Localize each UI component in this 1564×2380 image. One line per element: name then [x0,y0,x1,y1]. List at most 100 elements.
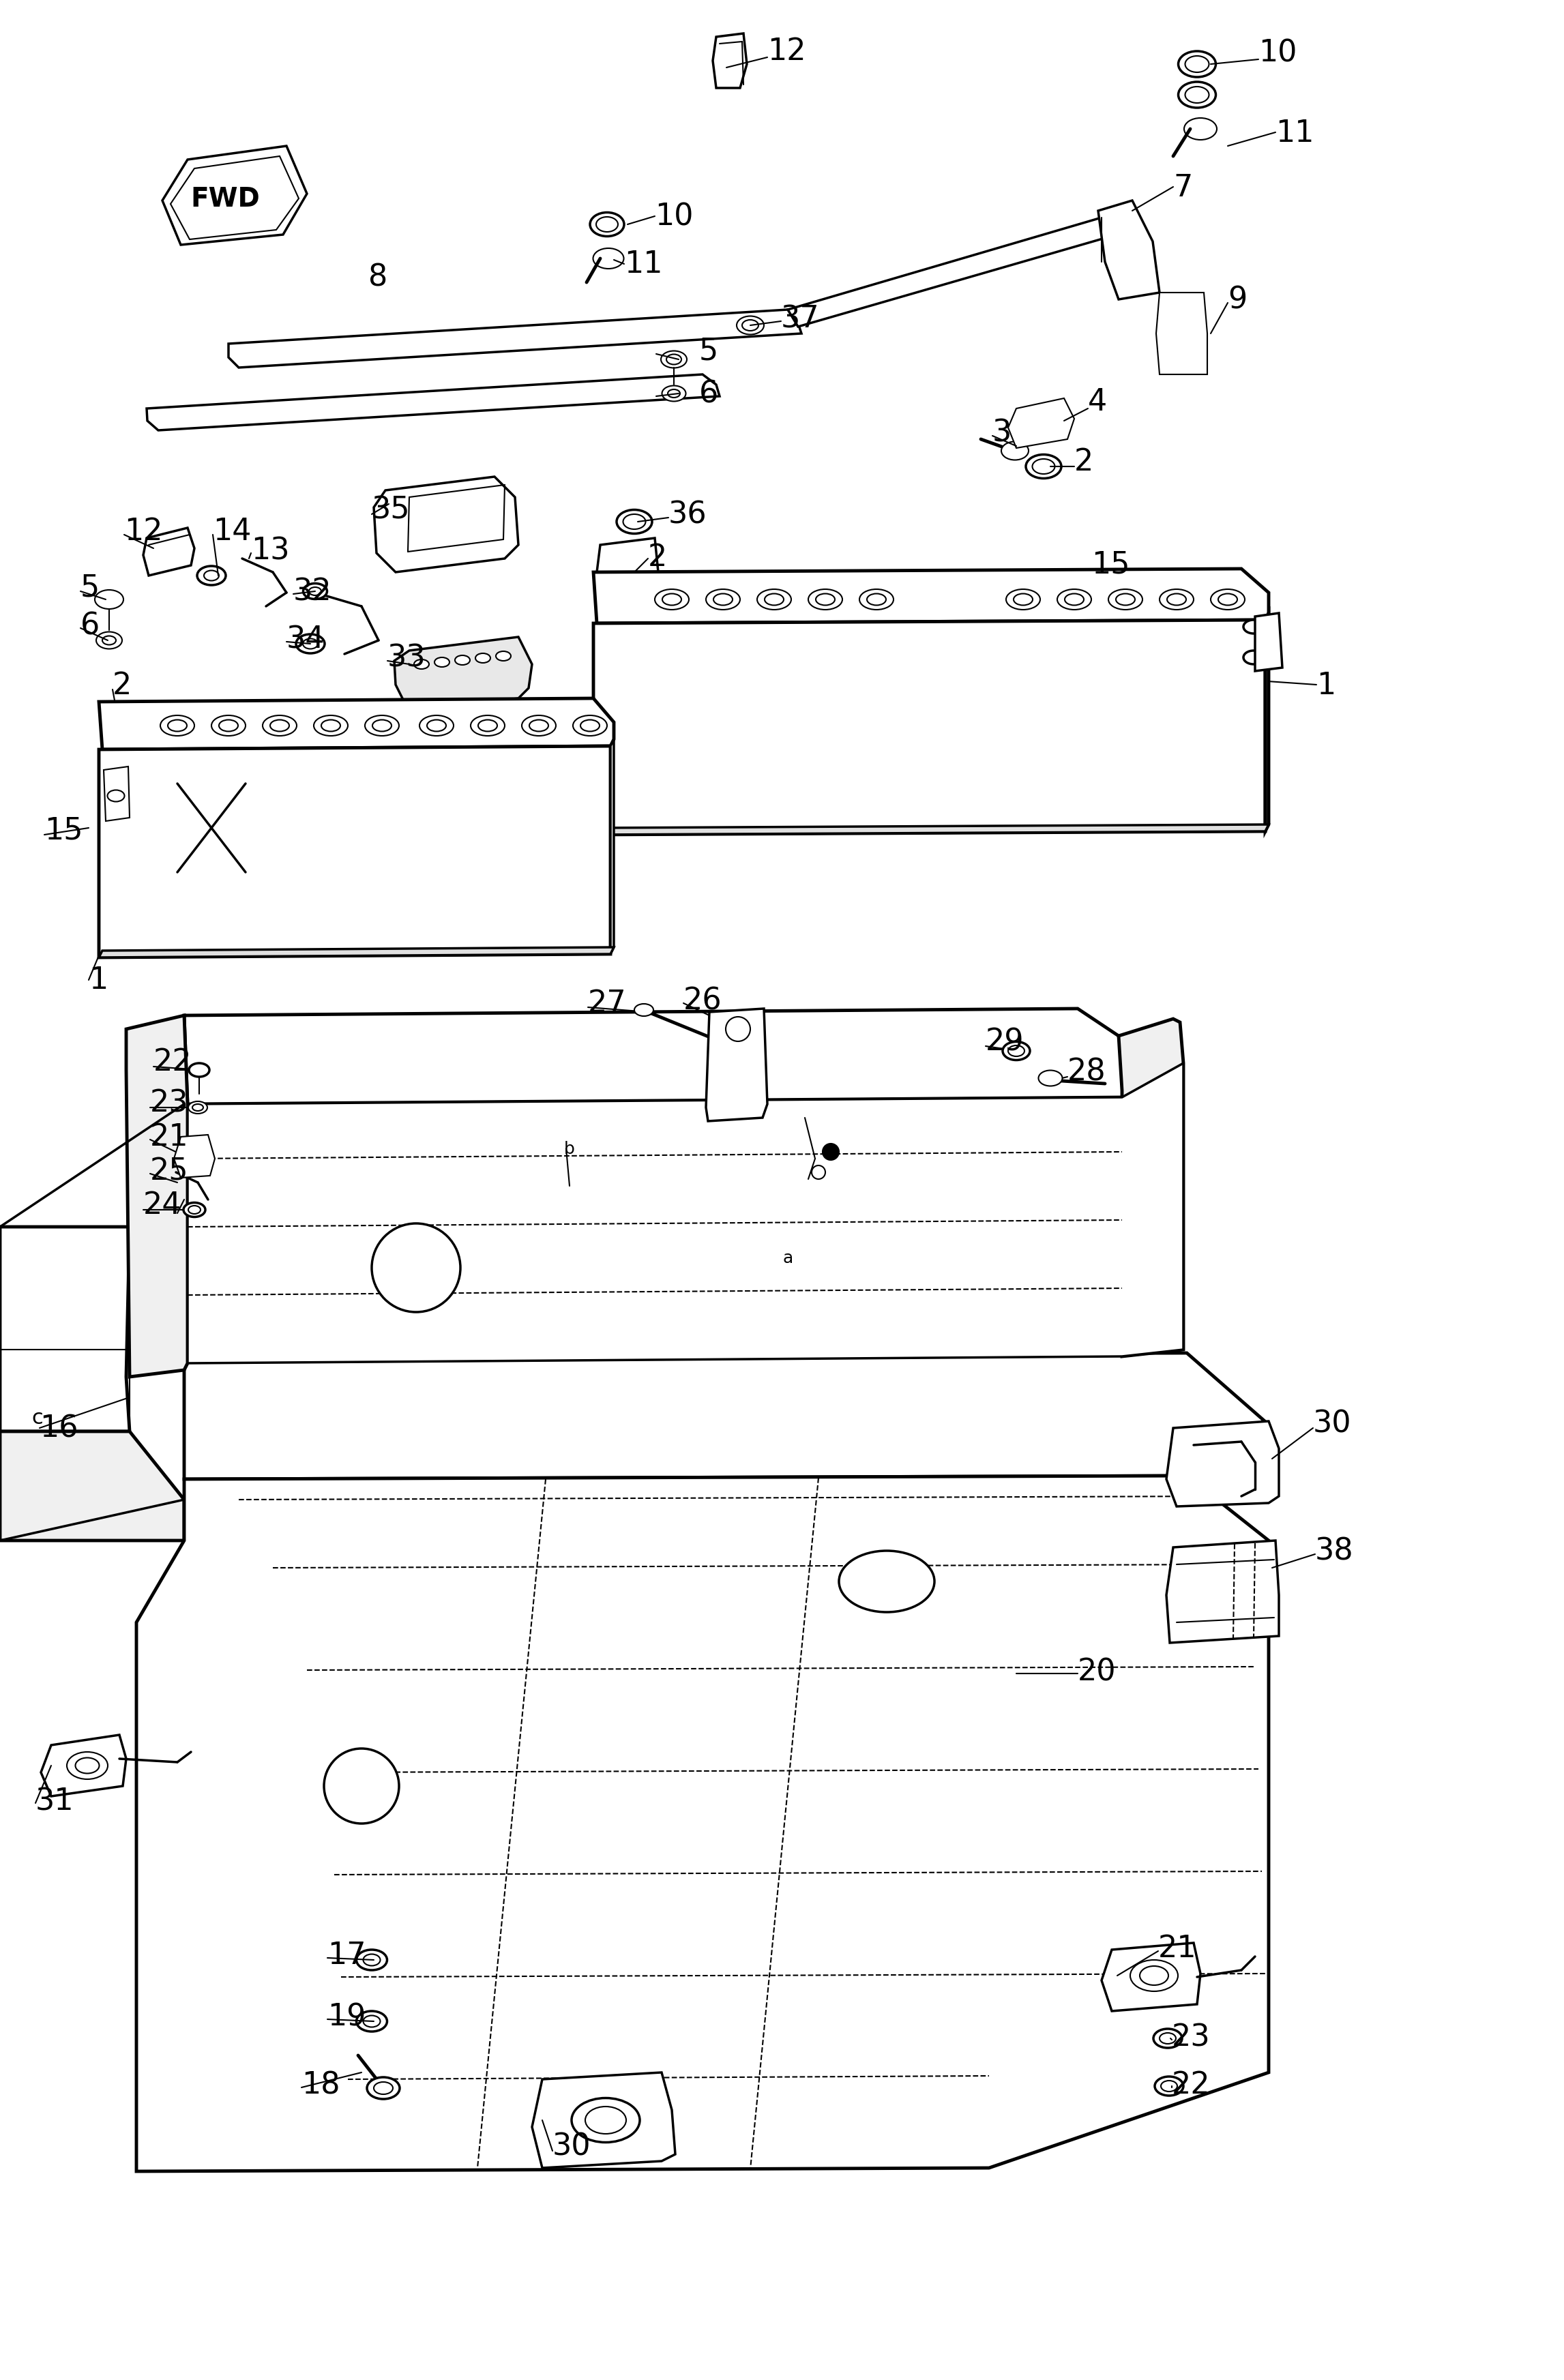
Ellipse shape [572,716,607,735]
Text: 3: 3 [993,419,1012,447]
Ellipse shape [1131,1961,1178,1992]
Polygon shape [788,219,1115,326]
Ellipse shape [357,1949,386,1971]
Text: 27: 27 [588,988,627,1019]
Circle shape [324,1749,399,1823]
Ellipse shape [1243,652,1264,664]
Ellipse shape [192,1104,203,1111]
Ellipse shape [1057,590,1092,609]
Ellipse shape [662,595,682,607]
Ellipse shape [1038,1071,1062,1085]
Ellipse shape [1140,1966,1168,1985]
Text: 35: 35 [372,495,410,524]
Ellipse shape [67,1752,108,1780]
Ellipse shape [1013,595,1032,607]
Polygon shape [610,740,613,954]
Polygon shape [188,1064,1184,1364]
Text: 17: 17 [327,1940,366,1971]
Ellipse shape [189,1064,210,1078]
Polygon shape [374,478,518,574]
Ellipse shape [1186,88,1209,105]
Polygon shape [144,528,194,576]
Ellipse shape [364,716,399,735]
Text: 31: 31 [36,1787,74,1816]
Text: 37: 37 [780,305,820,333]
Ellipse shape [75,1759,99,1773]
Ellipse shape [522,716,555,735]
Polygon shape [185,1009,1126,1104]
Ellipse shape [203,571,219,581]
Ellipse shape [321,721,341,733]
Ellipse shape [816,595,835,607]
Ellipse shape [108,790,125,802]
Polygon shape [713,33,748,88]
Text: 5: 5 [80,574,100,602]
Polygon shape [99,747,610,957]
Ellipse shape [1184,119,1217,140]
Text: 23: 23 [150,1088,189,1119]
Text: 20: 20 [1078,1656,1117,1687]
Polygon shape [394,638,532,712]
Ellipse shape [419,716,454,735]
Polygon shape [99,700,613,750]
Text: 5: 5 [699,336,718,367]
Ellipse shape [197,566,225,585]
Text: 16: 16 [39,1414,78,1442]
Text: 2: 2 [113,671,131,700]
Text: 34: 34 [286,626,325,654]
Ellipse shape [662,352,687,369]
Ellipse shape [1154,2078,1184,2097]
Polygon shape [1167,1421,1279,1507]
Polygon shape [593,621,1265,835]
Ellipse shape [1243,621,1264,633]
Text: 36: 36 [668,500,707,528]
Ellipse shape [102,635,116,645]
Ellipse shape [1003,1042,1031,1061]
Ellipse shape [616,509,652,533]
Text: 26: 26 [683,985,723,1016]
Ellipse shape [372,721,391,733]
Ellipse shape [655,590,688,609]
Ellipse shape [1153,2028,1182,2047]
Ellipse shape [1159,2033,1176,2044]
Ellipse shape [95,633,122,650]
Ellipse shape [1001,443,1029,459]
Text: 1: 1 [89,966,108,995]
Ellipse shape [188,1102,208,1114]
Text: 29: 29 [985,1028,1024,1057]
Text: 18: 18 [302,2071,339,2099]
Polygon shape [185,1354,1268,1480]
Ellipse shape [866,595,887,607]
Ellipse shape [1032,459,1054,474]
Text: 9: 9 [1228,286,1247,314]
Polygon shape [1265,614,1268,831]
Text: 15: 15 [1092,550,1129,578]
Polygon shape [1098,202,1159,300]
Text: 22: 22 [153,1047,192,1076]
Circle shape [812,1166,826,1180]
Ellipse shape [1178,83,1215,109]
Text: 38: 38 [1315,1537,1354,1566]
Text: 22: 22 [1171,2071,1211,2099]
Text: 4: 4 [1089,388,1107,416]
Ellipse shape [666,355,682,364]
Polygon shape [1156,293,1207,376]
Polygon shape [593,569,1268,624]
Ellipse shape [809,590,843,609]
Circle shape [726,1016,751,1042]
Text: 10: 10 [1259,38,1297,69]
Ellipse shape [741,321,759,331]
Ellipse shape [580,721,599,733]
Text: 19: 19 [327,2002,366,2030]
Ellipse shape [765,595,784,607]
Ellipse shape [314,716,347,735]
Ellipse shape [496,652,511,662]
Ellipse shape [571,2099,640,2142]
Text: 21: 21 [1159,1935,1196,1964]
Text: 7: 7 [1173,174,1192,202]
Text: 1: 1 [1317,671,1336,700]
Ellipse shape [435,657,449,666]
Ellipse shape [303,640,317,650]
Ellipse shape [1218,595,1237,607]
Text: 32: 32 [294,576,332,607]
